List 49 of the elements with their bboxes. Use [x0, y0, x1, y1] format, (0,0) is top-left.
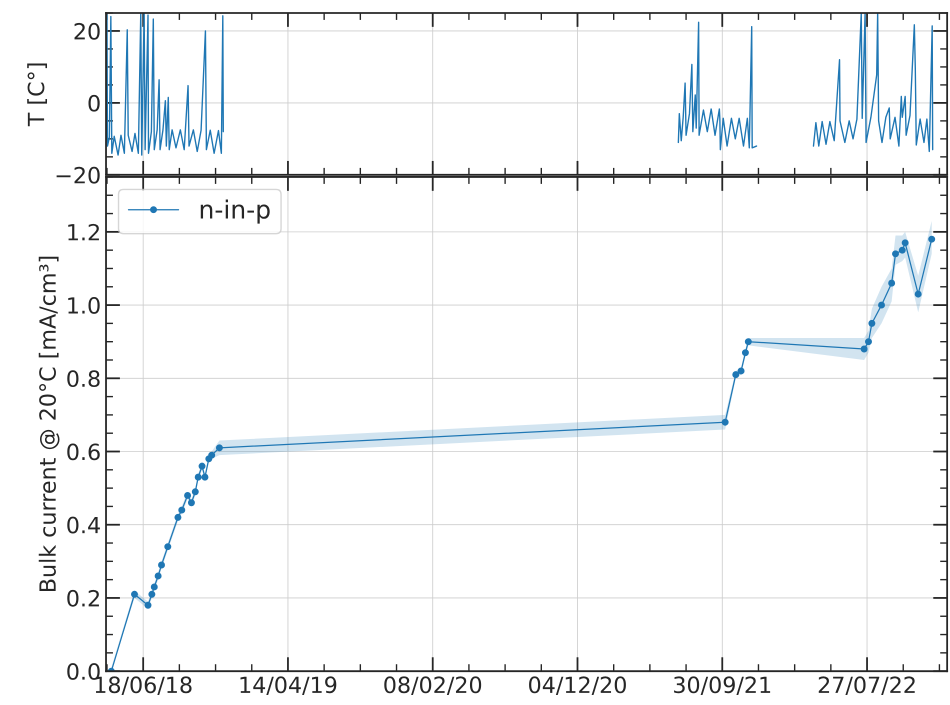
y-tick-label: 20 [74, 22, 100, 40]
point [188, 499, 195, 506]
x-tick-label: 27/07/22 [818, 676, 915, 695]
point [192, 488, 199, 496]
point [860, 346, 868, 352]
point [150, 583, 158, 590]
point [208, 452, 216, 459]
y-tick-label: 0 [88, 94, 100, 112]
point [164, 543, 172, 550]
x-tick-label: 08/02/20 [384, 676, 482, 695]
point [892, 250, 899, 258]
point [198, 462, 206, 470]
point [732, 371, 740, 378]
point [144, 602, 152, 609]
point [914, 290, 922, 298]
point [744, 338, 752, 346]
point [158, 562, 165, 568]
legend-label: n-in-p [200, 199, 270, 224]
point [148, 590, 156, 598]
x-tick-label: 14/04/19 [240, 676, 336, 695]
y-tick-label: 0.4 [67, 516, 100, 534]
point [742, 349, 749, 356]
point [865, 338, 872, 346]
point [868, 320, 876, 327]
x-tick-label: 30/09/21 [674, 676, 770, 695]
point [131, 590, 138, 598]
point [174, 514, 182, 521]
y-tick-label: 0.6 [67, 443, 100, 460]
y-axis-title: Bulk current @ 20°C [mA/cm³] [38, 256, 60, 592]
point [888, 280, 896, 287]
point [898, 246, 906, 254]
point [216, 444, 223, 452]
point [154, 572, 162, 580]
point [722, 418, 729, 426]
y-tick-label: −20 [56, 166, 100, 184]
y-tick-label: 0.2 [67, 590, 99, 607]
point [738, 368, 745, 374]
point [194, 474, 202, 481]
y-tick-label: 1.0 [68, 297, 100, 314]
y-tick-label: 0.8 [67, 370, 100, 388]
point [878, 302, 885, 309]
point [902, 239, 909, 246]
point [184, 492, 192, 499]
point [178, 506, 186, 514]
y-axis-title: T [C°] [27, 64, 48, 126]
point [201, 474, 208, 481]
point [928, 236, 936, 243]
y-tick-label: 1.2 [68, 224, 99, 240]
x-tick-label: 04/12/20 [529, 676, 626, 695]
